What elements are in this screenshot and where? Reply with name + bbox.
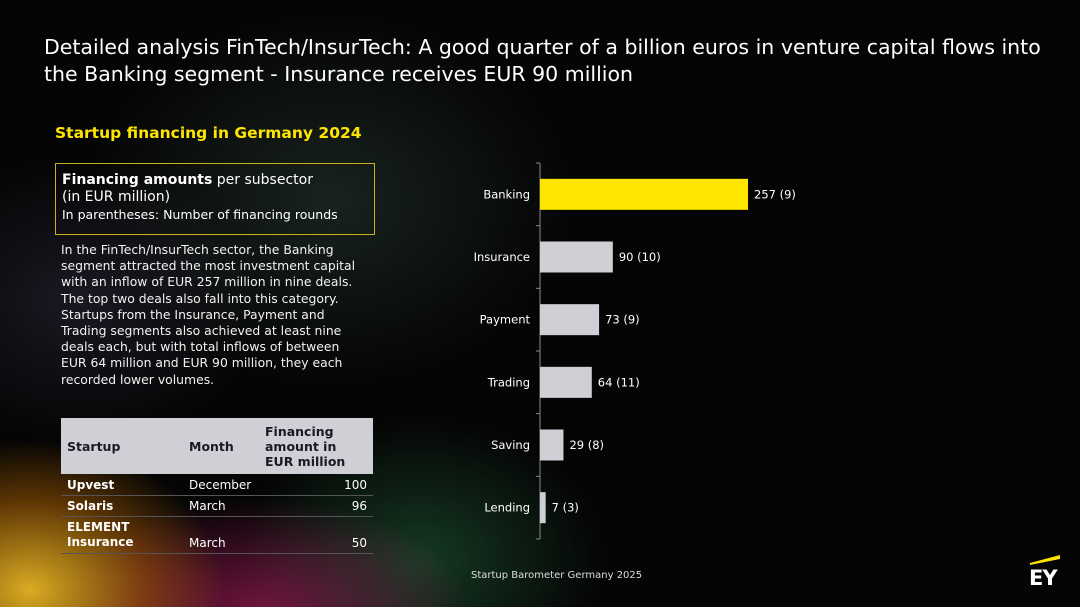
value-label-trading: 64 (11) — [598, 375, 640, 389]
bar-saving — [540, 429, 564, 461]
cell-month: December — [183, 474, 259, 496]
value-label-banking: 257 (9) — [754, 187, 796, 201]
cell-startup: Upvest — [61, 474, 183, 496]
cell-amount: 50 — [259, 516, 373, 554]
value-label-insurance: 90 (10) — [619, 250, 661, 264]
cell-amount: 96 — [259, 495, 373, 517]
bar-banking — [540, 178, 748, 210]
cell-month: March — [183, 495, 259, 517]
cell-month: March — [183, 516, 259, 554]
bar-payment — [540, 304, 600, 336]
category-label-banking: Banking — [483, 187, 530, 201]
category-label-insurance: Insurance — [474, 250, 530, 264]
info-unit: (in EUR million) — [62, 189, 171, 205]
bar-trading — [540, 366, 592, 398]
bar-insurance — [540, 241, 613, 273]
table-row: Upvest December 100 — [61, 474, 373, 496]
info-heading: Financing amounts per subsector — [62, 172, 366, 189]
slide-title: Detailed analysis FinTech/InsurTech: A g… — [44, 35, 1041, 86]
header-startup: Startup — [61, 418, 183, 474]
subsector-bar-chart: Banking 257 (9) Insurance 90 (10) Payment 73 … — [474, 162, 796, 540]
category-label-trading: Trading — [487, 375, 530, 389]
cell-startup: ELEMENT Insurance — [61, 516, 183, 554]
cell-startup: Solaris — [61, 495, 183, 517]
cell-amount: 100 — [259, 474, 373, 496]
table-row: ELEMENT Insurance March 50 — [61, 516, 373, 554]
category-label-saving: Saving — [491, 438, 530, 452]
value-label-payment: 73 (9) — [605, 313, 640, 327]
header-month: Month — [183, 418, 259, 474]
footer-source: Startup Barometer Germany 2025 — [471, 570, 643, 581]
category-label-lending: Lending — [484, 501, 530, 515]
info-heading-bold: Financing amounts — [62, 172, 213, 188]
info-note: In parentheses: Number of financing roun… — [62, 207, 338, 222]
ey-logo-text: EY — [1029, 566, 1058, 590]
top-deals-table: Startup Month Financing amount in EUR mi… — [61, 418, 373, 554]
ey-logo-icon — [1030, 555, 1060, 565]
info-heading-rest: per subsector — [212, 172, 313, 188]
description-paragraph: In the FinTech/InsurTech sector, the Ban… — [61, 242, 356, 387]
value-label-saving: 29 (8) — [569, 438, 604, 452]
value-label-lending: 7 (3) — [552, 501, 579, 515]
header-amount: Financing amount in EUR million — [259, 418, 373, 474]
category-label-payment: Payment — [480, 313, 531, 327]
chart-info-box: Financing amounts per subsector (in EUR … — [55, 163, 375, 235]
table-row: Solaris March 96 — [61, 495, 373, 517]
bar-lending — [540, 492, 546, 524]
section-subtitle: Startup financing in Germany 2024 — [55, 124, 362, 142]
